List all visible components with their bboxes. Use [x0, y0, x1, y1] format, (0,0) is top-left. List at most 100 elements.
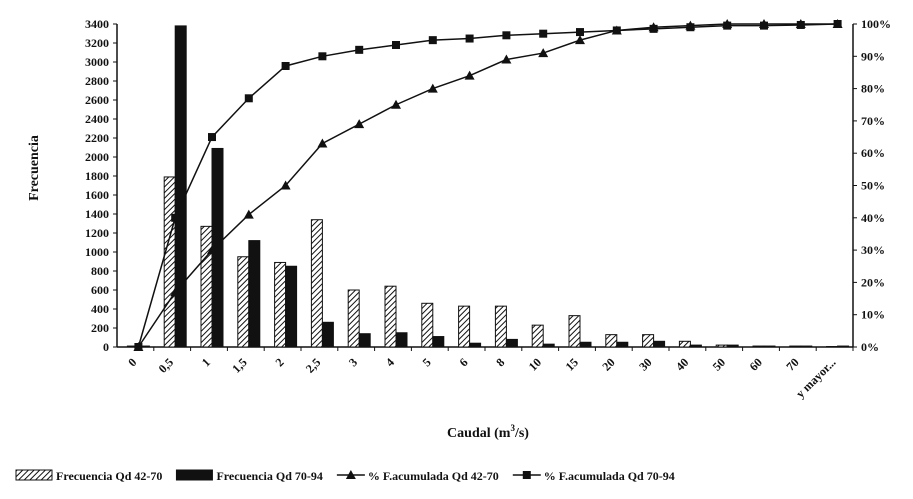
y-tick-label: 400 — [91, 302, 109, 316]
bar-qd-42-70 — [310, 219, 323, 348]
bar-qd-42-70 — [715, 344, 728, 348]
plot-area: 0200400600800100012001400160018002000220… — [85, 17, 891, 401]
legend-label: Frecuencia Qd 42-70 — [56, 469, 162, 483]
bar-qd-70-94 — [579, 341, 592, 348]
y2-tick-label: 30% — [861, 243, 885, 257]
bar-qd-70-94 — [505, 338, 518, 348]
bar-qd-42-70 — [642, 334, 655, 348]
bar-qd-70-94 — [800, 345, 813, 348]
y-tick-label: 3400 — [85, 17, 109, 31]
bar-qd-70-94 — [432, 336, 445, 348]
x-tick-label: y mayor... — [793, 355, 838, 400]
x-tick-label: 0 — [125, 355, 139, 369]
x-tick-label: 2,5 — [303, 355, 324, 376]
marker-triangle — [538, 48, 549, 58]
x-tick-label: 10 — [526, 355, 544, 373]
marker-triangle — [575, 35, 585, 45]
bar-qd-42-70 — [789, 345, 802, 348]
marker-triangle — [501, 54, 512, 64]
marker-square — [649, 24, 658, 33]
line-acum-42-70 — [137, 23, 838, 348]
y2-tick-label: 50% — [861, 179, 885, 193]
y2-tick-label: 70% — [861, 114, 885, 128]
legend-label: % F.acumulada Qd 70-94 — [544, 469, 675, 483]
y-tick-label: 600 — [91, 283, 109, 297]
marker-triangle — [317, 138, 328, 148]
bar-qd-42-70 — [237, 256, 250, 348]
bar-qd-42-70 — [605, 334, 618, 348]
bar-qd-70-94 — [469, 342, 482, 348]
marker-square — [208, 133, 216, 142]
marker-square — [796, 20, 805, 29]
y-tick-label: 2400 — [85, 112, 109, 126]
marker-square — [465, 34, 474, 43]
x-tick-label: 1 — [199, 355, 213, 369]
bar-qd-42-70 — [421, 302, 434, 348]
y-tick-label: 2200 — [85, 131, 109, 145]
bar-qd-42-70 — [163, 176, 176, 348]
y2-tick-label: 0% — [861, 340, 879, 354]
bar-qd-70-94 — [726, 344, 739, 348]
y-tick-label: 0 — [103, 340, 109, 354]
bar-qd-42-70 — [384, 285, 397, 348]
marker-square — [134, 343, 143, 351]
legend-marker-square — [522, 471, 531, 479]
x-tick-label: 3 — [346, 355, 360, 369]
bar-qd-70-94 — [321, 321, 334, 348]
x-tick-label: 4 — [383, 355, 397, 369]
marker-square — [576, 28, 584, 37]
y-tick-label: 1400 — [85, 207, 109, 221]
marker-triangle — [427, 83, 438, 93]
y2-tick-label: 80% — [861, 82, 885, 96]
marker-triangle — [243, 209, 254, 219]
marker-triangle — [391, 99, 401, 109]
bar-qd-42-70 — [752, 345, 765, 348]
y-tick-label: 2600 — [85, 93, 109, 107]
y-tick-label: 3200 — [85, 36, 109, 50]
x-tick-label: 60 — [747, 355, 765, 373]
y2-tick-label: 90% — [861, 49, 885, 63]
bar-qd-70-94 — [542, 343, 555, 348]
marker-triangle — [464, 70, 475, 80]
y-tick-label: 1200 — [85, 226, 109, 240]
y2-tick-label: 20% — [861, 275, 885, 289]
marker-square — [502, 31, 511, 40]
bar-qd-42-70 — [494, 305, 507, 348]
y-tick-label: 800 — [91, 264, 109, 278]
marker-triangle — [207, 245, 217, 255]
y2-tick-label: 100% — [861, 17, 891, 31]
bar-qd-42-70 — [678, 340, 691, 348]
marker-square — [612, 26, 621, 35]
x-tick-label: 2 — [272, 355, 286, 369]
bar-qd-42-70 — [274, 261, 287, 348]
y-tick-label: 1800 — [85, 169, 109, 183]
x-tick-label: 0,5 — [156, 355, 177, 376]
bar-qd-70-94 — [763, 345, 776, 348]
marker-square — [392, 40, 400, 49]
y-tick-label: 2800 — [85, 74, 109, 88]
y-axis-label: Frecuencia — [27, 135, 42, 201]
marker-square — [171, 213, 180, 222]
bar-qd-70-94 — [395, 332, 408, 348]
y-tick-label: 3000 — [85, 55, 109, 69]
x-tick-label: 40 — [673, 355, 691, 373]
bar-qd-70-94 — [837, 345, 850, 348]
bar-qd-70-94 — [174, 25, 187, 348]
y2-tick-label: 60% — [861, 146, 885, 160]
legend-swatch — [175, 469, 213, 481]
bar-qd-70-94 — [616, 341, 629, 348]
x-tick-label: 50 — [710, 355, 728, 373]
x-tick-label: 15 — [563, 355, 581, 373]
bar-qd-42-70 — [347, 289, 360, 348]
legend-label: Frecuencia Qd 70-94 — [216, 469, 322, 483]
bar-qd-70-94 — [358, 333, 371, 348]
bar-qd-42-70 — [458, 305, 471, 348]
legend-label: % F.acumulada Qd 42-70 — [368, 469, 499, 483]
bar-qd-42-70 — [200, 225, 213, 348]
bar-qd-70-94 — [689, 344, 702, 348]
y-tick-label: 1000 — [85, 245, 109, 259]
marker-square — [244, 94, 253, 103]
y-tick-label: 1600 — [85, 188, 109, 202]
marker-square — [833, 20, 842, 28]
